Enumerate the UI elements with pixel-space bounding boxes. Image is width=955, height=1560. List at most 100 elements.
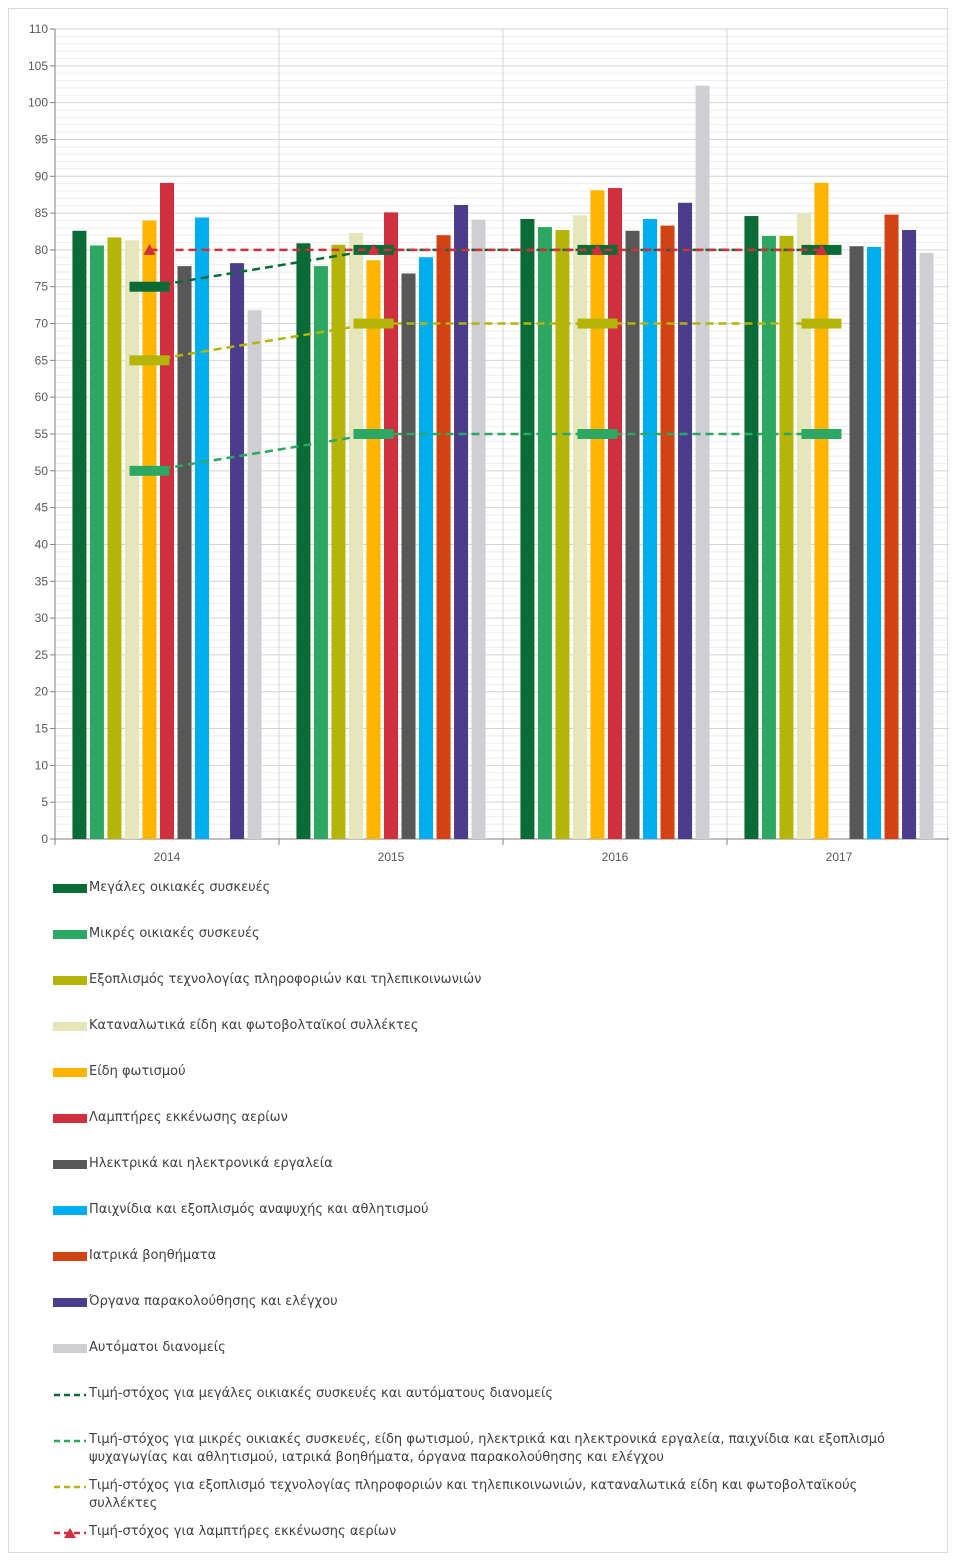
target-marker — [577, 318, 618, 329]
legend-swatch — [53, 1344, 87, 1353]
bar — [419, 257, 434, 839]
y-tick-label: 65 — [35, 353, 49, 367]
y-tick-label: 90 — [35, 169, 49, 183]
y-tick-label: 45 — [35, 501, 49, 515]
bar — [779, 235, 794, 839]
legend-label: Τιμή-στόχος για μεγάλες οικιακές συσκευέ… — [89, 1386, 554, 1401]
target-marker — [367, 243, 380, 255]
y-tick-label: 0 — [41, 832, 48, 846]
bar — [607, 188, 623, 839]
bar-chart: 0 5 10 15 20 25 30 35 40 45 50 55 60 65 70 75 80 85 90 95 10… — [28, 22, 949, 864]
target-marker — [143, 243, 156, 255]
target-marker — [801, 429, 842, 439]
bar — [537, 227, 552, 840]
bar — [572, 215, 587, 840]
legend-label: Όργανα παρακολούθησης και ελέγχου — [89, 1294, 338, 1309]
bar — [902, 230, 917, 839]
legend-swatch — [53, 1206, 87, 1215]
bar — [296, 243, 311, 840]
bar — [919, 252, 934, 839]
target-marker — [129, 355, 170, 366]
chart-frame: 0 5 10 15 20 25 30 35 40 45 50 55 60 65 70 75 80 85 90 95 10… — [8, 8, 949, 1553]
target-marker — [129, 465, 170, 476]
legend-label: Αυτόματοι διανομείς — [89, 1340, 226, 1355]
bar — [884, 214, 899, 840]
y-tick-label: 50 — [35, 464, 49, 478]
bar — [660, 225, 675, 840]
y-tick-label: 105 — [28, 59, 48, 73]
y-tick-label: 100 — [28, 96, 48, 110]
bar — [124, 240, 139, 839]
bar — [555, 230, 570, 839]
target-marker — [801, 318, 842, 329]
y-tick-label: 30 — [35, 611, 49, 625]
legend-label: Είδη φωτισμού — [89, 1064, 186, 1079]
y-tick-label: 70 — [35, 317, 49, 331]
legend-line-icon — [54, 1393, 86, 1397]
target-marker — [129, 281, 170, 292]
target-marker — [353, 318, 394, 329]
legend-swatch — [53, 976, 87, 985]
y-tick-label: 95 — [35, 132, 49, 146]
legend-label: Τιμή-στόχος για λαμπτήρες εκκένωσης αερί… — [89, 1524, 397, 1539]
y-tick-label: 110 — [29, 22, 48, 36]
bar — [142, 220, 157, 840]
legend-label: Τιμή-στόχος για εξοπλισμό τεχνολογίας πλ… — [89, 1478, 858, 1511]
bar — [695, 85, 710, 839]
legend-line-icon — [54, 1528, 86, 1538]
legend-label: Εξοπλισμός τεχνολογίας πληροφοριών και τ… — [89, 972, 482, 987]
target-marker — [815, 243, 828, 255]
bar — [454, 204, 469, 839]
legend-label: Καταναλωτικά είδη και φωτοβολταϊκοί συλλ… — [89, 1018, 419, 1033]
bar — [643, 218, 658, 839]
legend-label: Ιατρικά βοηθήματα — [89, 1248, 217, 1263]
legend-label: Ηλεκτρικά και ηλεκτρονικά εργαλεία — [89, 1156, 333, 1171]
bar — [72, 230, 87, 839]
bar — [247, 310, 262, 840]
legend-swatch — [53, 1298, 87, 1307]
legend-label: Παιχνίδια και εξοπλισμός αναψυχής και αθ… — [89, 1202, 429, 1217]
bar — [401, 273, 416, 839]
bar — [366, 260, 381, 839]
legend-swatch — [53, 930, 87, 939]
bar — [520, 218, 535, 839]
legend-line-icon — [54, 1485, 86, 1489]
target-line — [149, 322, 822, 362]
bar — [348, 232, 363, 840]
y-tick-label: 25 — [35, 648, 49, 662]
legend-line-icon — [54, 1439, 86, 1443]
target-marker — [353, 429, 394, 439]
legend-swatch — [53, 1022, 87, 1031]
legend-label: Μικρές οικιακές συσκευές — [89, 926, 260, 941]
bar — [814, 182, 829, 839]
x-tick-label: 2014 — [154, 850, 181, 864]
bar — [89, 245, 104, 839]
bar — [177, 266, 192, 839]
legend-swatch — [53, 884, 87, 893]
bar — [761, 235, 776, 839]
bar — [313, 266, 328, 839]
legend-label: Μεγάλες οικιακές συσκευές — [89, 880, 271, 895]
y-tick-label: 55 — [35, 427, 49, 441]
legend-swatch — [53, 1160, 87, 1169]
bar — [436, 235, 451, 839]
y-tick-label: 85 — [35, 206, 49, 220]
legend-label: Τιμή-στόχος για μικρές οικιακές συσκευές… — [89, 1432, 885, 1465]
x-tick-label: 2015 — [378, 850, 405, 864]
y-tick-label: 75 — [35, 280, 49, 294]
bar — [678, 202, 693, 840]
y-tick-label: 15 — [35, 722, 49, 736]
bar — [796, 213, 811, 839]
legend-swatch — [53, 1068, 87, 1077]
bar — [230, 263, 245, 839]
y-tick-label: 20 — [35, 685, 49, 699]
target-line — [149, 432, 822, 473]
bar — [849, 246, 864, 839]
bar — [159, 182, 175, 839]
legend-swatch — [53, 1114, 87, 1123]
bar — [195, 217, 210, 839]
bar — [625, 230, 640, 839]
bar — [744, 216, 759, 839]
bar — [383, 212, 399, 839]
bar — [471, 219, 486, 839]
